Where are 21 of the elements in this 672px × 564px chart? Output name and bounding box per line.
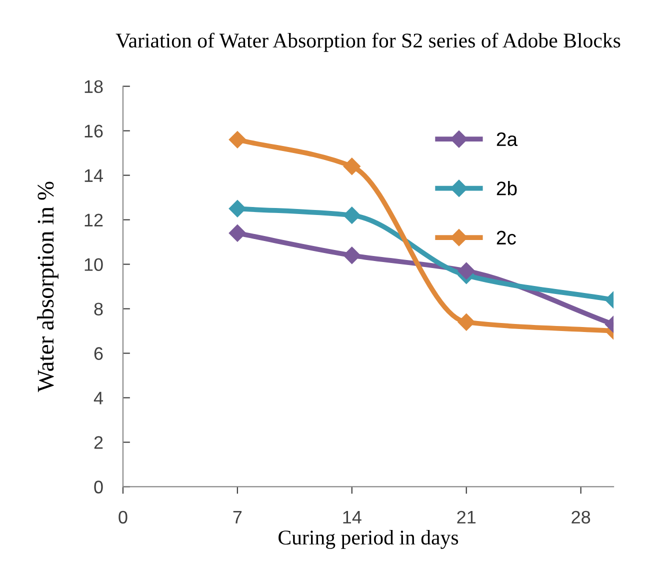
x-tick-label: 21 <box>457 510 476 524</box>
y-tick-label: 16 <box>84 124 103 138</box>
legend-label: 2a <box>496 132 518 146</box>
chart-title: Variation of Water Absorption for S2 series of Adobe Blocks <box>116 32 620 52</box>
x-tick-label: 28 <box>572 510 590 524</box>
y-tick-label: 2 <box>94 436 103 449</box>
x-tick-label: 14 <box>343 511 362 524</box>
y-axis-title: Water absorption in % <box>37 182 58 392</box>
y-tick-label: 6 <box>94 347 103 360</box>
y-tick-label: 0 <box>94 480 103 494</box>
y-tick-label: 4 <box>94 392 104 404</box>
y-tick-label: 14 <box>84 169 104 182</box>
x-axis-title: Curing period in days <box>278 530 458 549</box>
y-tick-label: 18 <box>84 80 103 94</box>
legend-label: 2c <box>496 230 516 245</box>
x-tick-label: 7 <box>233 511 242 524</box>
y-tick-label: 8 <box>94 302 103 316</box>
y-tick-label: 10 <box>84 258 103 271</box>
x-tick-label: 0 <box>118 510 128 524</box>
y-tick-label: 12 <box>84 214 103 226</box>
legend-label: 2b <box>496 181 517 196</box>
